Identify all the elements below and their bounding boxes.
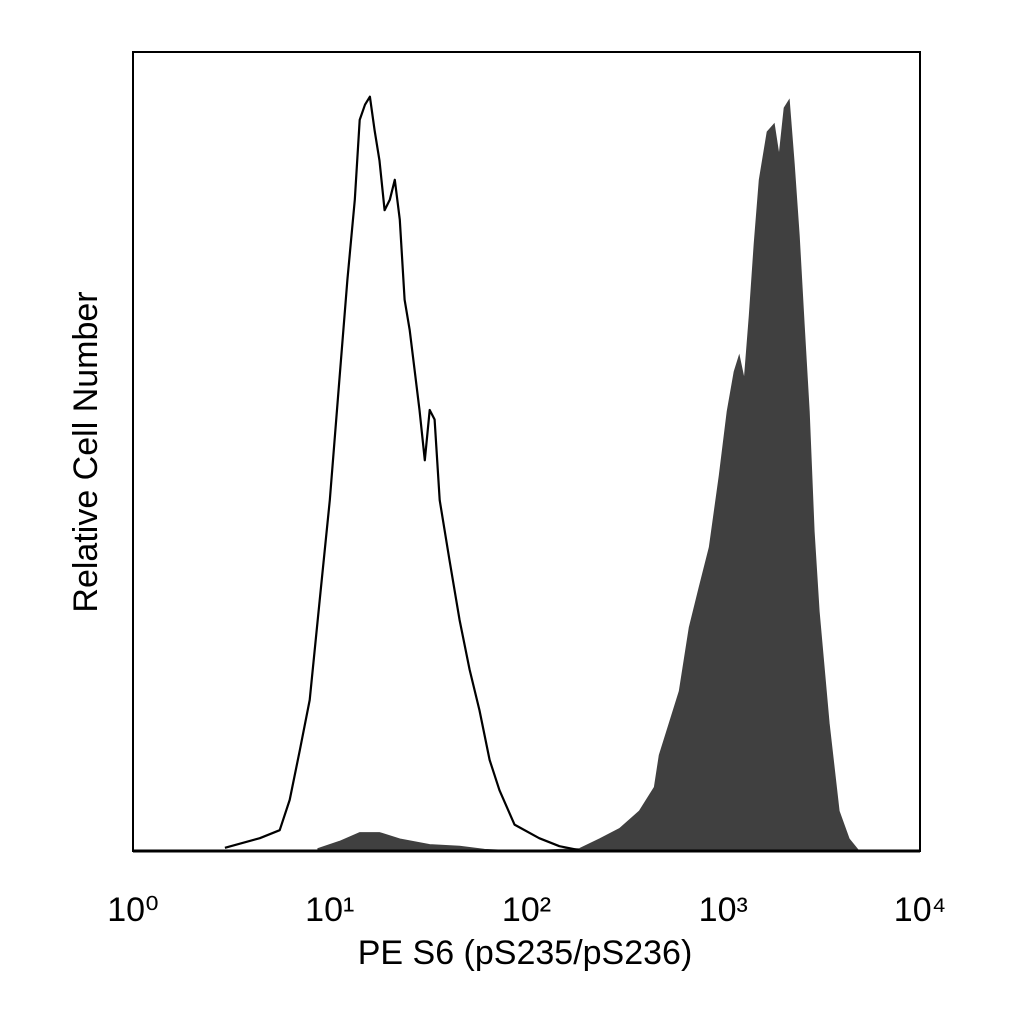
x-axis-label: PE S6 (pS235/pS236) bbox=[358, 934, 693, 972]
y-axis-label: Relative Cell Number bbox=[67, 291, 105, 612]
x-tick-label: 10¹ bbox=[305, 891, 354, 929]
histogram-line bbox=[224, 95, 580, 852]
x-tick-label: 10² bbox=[502, 891, 551, 929]
x-tick-label: 10⁴ bbox=[894, 891, 946, 929]
x-tick-label: 10⁰ bbox=[107, 891, 158, 929]
x-tick-label: 10³ bbox=[699, 891, 748, 929]
